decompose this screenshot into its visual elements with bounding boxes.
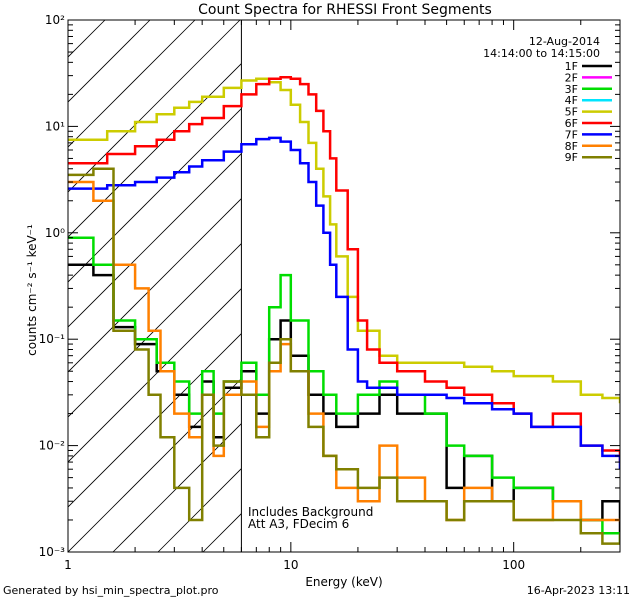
legend-label-2f: 2F	[565, 71, 578, 84]
hatch-line	[68, 20, 241, 193]
x-axis-label: Energy (keV)	[305, 575, 382, 589]
footer-generator: Generated by hsi_min_spectra_plot.pro	[3, 584, 219, 597]
hatch-line	[68, 198, 242, 373]
y-tick-label: 10⁻³	[39, 545, 66, 559]
y-tick-label: 10¹	[45, 119, 65, 133]
series-layer	[68, 75, 620, 545]
date-label: 12-Aug-2014	[529, 35, 600, 48]
legend-label-9f: 9F	[565, 151, 578, 164]
legend-label-5f: 5F	[565, 106, 578, 119]
series-6f-line	[68, 75, 620, 463]
plot-frame	[67, 19, 621, 553]
series-9f-line	[68, 167, 620, 545]
x-tick-label: 100	[502, 558, 525, 572]
chart-title: Count Spectra for RHESSI Front Segments	[198, 2, 492, 18]
x-tick-label: 10	[283, 558, 298, 572]
y-axis-label: counts cm⁻² s⁻¹ keV⁻¹	[25, 224, 39, 356]
legend-label-3f: 3F	[565, 83, 578, 96]
series-5f-line	[68, 77, 620, 404]
footer-timestamp: 16-Apr-2023 13:11	[527, 584, 630, 597]
x-tick-label: 1	[64, 558, 72, 572]
legend-label-7f: 7F	[565, 128, 578, 141]
y-tick-label: 10⁰	[45, 226, 65, 240]
hatch-line	[68, 153, 242, 328]
legend-label-1f: 1F	[565, 60, 578, 73]
y-tick-label: 10⁻¹	[39, 332, 66, 346]
legend-label-8f: 8F	[565, 140, 578, 153]
series-7f-line	[68, 136, 620, 470]
hatch-line	[68, 20, 196, 148]
x-axis: 1 10 100	[64, 20, 621, 572]
hatch-line	[68, 378, 242, 552]
legend-label-4f: 4F	[565, 94, 578, 107]
y-tick-label: 10⁻²	[39, 439, 66, 453]
annotation-line-1: Includes Background	[248, 505, 373, 519]
time-range-label: 14:14:00 to 14:15:00	[483, 47, 600, 60]
hatch-line	[68, 63, 242, 238]
hatch-line	[68, 243, 242, 418]
y-axis: 10⁻³ 10⁻² 10⁻¹ 10⁰ 10¹ 10²	[39, 13, 620, 559]
legend-label-6f: 6F	[565, 117, 578, 130]
hatch-line	[68, 333, 242, 508]
annotation-line-2: Att A3, FDecim 6	[248, 517, 349, 531]
y-tick-label: 10²	[45, 13, 65, 27]
